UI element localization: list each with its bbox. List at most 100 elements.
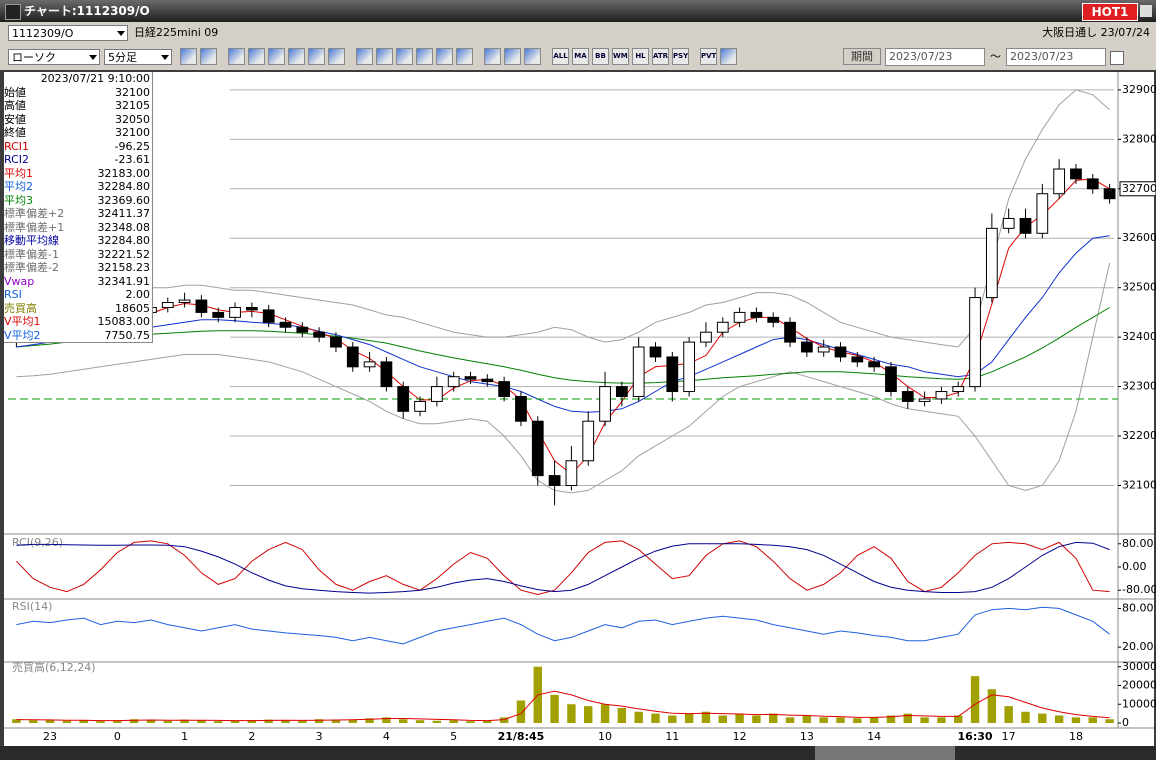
y-tick-label: 80.00: [1122, 601, 1154, 614]
symbol-select[interactable]: 1112309/O: [8, 25, 128, 41]
tool-button[interactable]: [228, 48, 245, 65]
y-tick-label: 0: [1122, 716, 1129, 729]
tool-button[interactable]: [720, 48, 737, 65]
info-row: 平均2 32284.80: [4, 180, 152, 194]
tool-button[interactable]: [328, 48, 345, 65]
tool-button[interactable]: [180, 48, 197, 65]
volume-bar: [836, 717, 845, 723]
tool-button[interactable]: [524, 48, 541, 65]
candle-body: [380, 361, 393, 388]
volume-bar: [735, 713, 744, 723]
candle-body: [430, 386, 443, 402]
volume-bar: [987, 689, 997, 723]
volume-bar: [314, 719, 324, 723]
volume-bar: [567, 704, 576, 723]
candle-body: [548, 475, 561, 486]
info-row: 安値 32050: [4, 113, 152, 127]
info-label: 標準偏差+2: [4, 207, 65, 220]
tool-button[interactable]: [396, 48, 413, 65]
tool-button[interactable]: [200, 48, 217, 65]
candle-body: [1070, 168, 1082, 180]
hot-badge[interactable]: HOT1: [1082, 3, 1138, 21]
candle-body: [1053, 168, 1066, 195]
volume-bar: [869, 717, 879, 723]
info-label: V平均1: [4, 315, 41, 328]
tool-button[interactable]: MA: [572, 48, 589, 65]
date-to[interactable]: 2023/07/23: [1006, 48, 1106, 66]
volume-bar: [1021, 711, 1030, 723]
info-timestamp: 2023/07/21 9:10:00: [40, 72, 150, 85]
tool-button[interactable]: [484, 48, 501, 65]
tool-button[interactable]: PVT: [700, 48, 717, 65]
tool-button[interactable]: [356, 48, 373, 65]
overlay-line: [16, 235, 1110, 413]
tool-button[interactable]: [288, 48, 305, 65]
candle-body: [935, 391, 948, 400]
info-value: 15083.00: [97, 315, 151, 328]
info-row: 標準偏差-2 32158.23: [4, 261, 152, 275]
tool-button[interactable]: WMA: [612, 48, 629, 65]
period-button[interactable]: 期間: [843, 48, 881, 65]
candle-body: [212, 311, 225, 318]
info-label: RCI1: [4, 139, 30, 153]
date-from[interactable]: 2023/07/23: [885, 48, 985, 66]
candle-body: [599, 386, 611, 422]
info-row: V平均1 15083.00: [4, 315, 152, 329]
info-label: 終値: [4, 126, 26, 139]
candle-body: [346, 346, 359, 368]
volume-bar: [634, 711, 643, 723]
tool-button[interactable]: HL: [632, 48, 649, 65]
x-tick-label: 18: [1069, 730, 1083, 743]
info-row: 始値 32100: [4, 86, 152, 100]
tool-button[interactable]: PSY: [672, 48, 689, 65]
candle-body: [700, 331, 712, 343]
tool-button[interactable]: [456, 48, 473, 65]
info-row: Vwap 32341.91: [4, 275, 152, 289]
tool-button[interactable]: ALL: [552, 48, 569, 65]
tool-button[interactable]: [436, 48, 453, 65]
candle-body: [834, 346, 847, 358]
info-value: 32105: [115, 99, 150, 112]
info-row: 平均1 32183.00: [4, 167, 152, 181]
info-value: 32284.80: [97, 234, 151, 247]
info-label: 売買高: [4, 301, 37, 315]
volume-bar: [298, 720, 307, 723]
tool-button[interactable]: [416, 48, 433, 65]
y-tick-label: 32300: [1122, 380, 1156, 393]
tool-button[interactable]: [268, 48, 285, 65]
tool-button[interactable]: [308, 48, 325, 65]
volume-bar: [146, 720, 156, 723]
candle-body: [1002, 217, 1015, 229]
candle-body: [262, 309, 275, 323]
candle-body: [414, 400, 426, 412]
y-tick-label: 32600: [1122, 231, 1156, 244]
volume-bar: [1071, 717, 1081, 723]
y-tick-label: 32400: [1122, 330, 1156, 343]
interval-select[interactable]: 5分足: [104, 49, 172, 65]
tool-button[interactable]: [376, 48, 393, 65]
volume-bar: [1038, 713, 1047, 723]
chart-kind-select[interactable]: ローソク: [8, 49, 100, 65]
title-bar: チャート:1112309/O HOT1: [0, 0, 1156, 22]
checkbox[interactable]: [1110, 51, 1124, 65]
info-value: 32221.52: [97, 247, 151, 261]
volume-bar: [12, 719, 21, 723]
indicator-line: [16, 540, 1110, 596]
volume-bar: [937, 717, 946, 723]
tool-button[interactable]: [248, 48, 265, 65]
volume-bar: [129, 719, 139, 723]
volume-bar: [180, 719, 189, 723]
candle-body: [565, 460, 578, 486]
volume-bar: [1105, 719, 1114, 723]
y-tick-label: 32200: [1122, 429, 1156, 442]
candle-body: [498, 381, 511, 397]
candle-body: [245, 306, 258, 311]
close-button[interactable]: [1140, 5, 1152, 17]
volume-bar: [331, 720, 341, 723]
tool-button[interactable]: ATR: [652, 48, 669, 65]
symbol-bar: 1112309/O 日経225mini 09 大阪日通し 23/07/24: [0, 22, 1156, 44]
tool-button[interactable]: [504, 48, 521, 65]
tool-button[interactable]: BB: [592, 48, 609, 65]
candle-body: [733, 311, 746, 323]
candle-body: [985, 227, 998, 299]
